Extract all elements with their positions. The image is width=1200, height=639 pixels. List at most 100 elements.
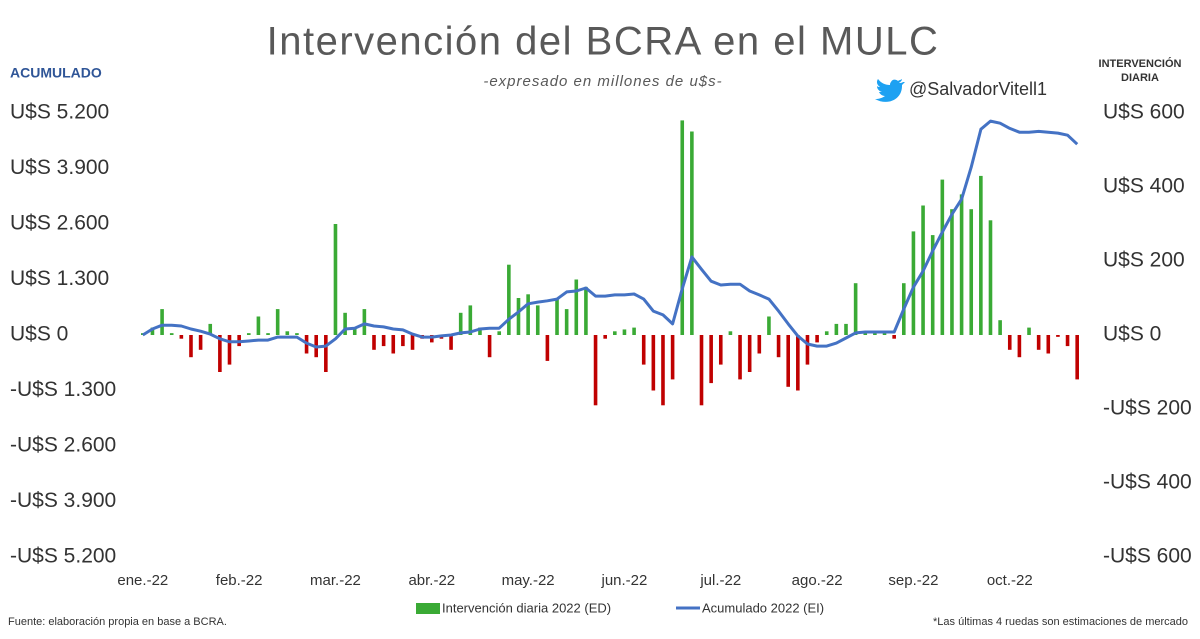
bar	[497, 331, 502, 335]
bar	[275, 309, 280, 335]
x-tick-label: ago.-22	[792, 572, 843, 589]
y2-tick-label: -U$S 600	[1103, 545, 1192, 568]
y2-tick-label: U$S 0	[1103, 323, 1161, 346]
bar	[863, 333, 868, 335]
bar	[266, 333, 270, 335]
bar	[699, 335, 704, 406]
bar	[478, 327, 482, 335]
y2-tick-label: -U$S 400	[1103, 471, 1192, 494]
bar	[372, 335, 376, 350]
bar	[776, 335, 781, 358]
bar	[1056, 335, 1060, 337]
bar	[988, 220, 993, 335]
y-tick-label: -U$S 2.600	[10, 434, 116, 457]
bar	[844, 323, 848, 335]
bar	[160, 309, 164, 335]
bar	[747, 335, 752, 372]
bar	[410, 335, 415, 350]
bar	[853, 283, 858, 335]
bar	[169, 333, 174, 335]
bar	[950, 209, 954, 335]
y2-tick-label: U$S 200	[1103, 249, 1185, 272]
y2-axis-label: INTERVENCIÓN	[1099, 57, 1182, 70]
twitter-icon	[875, 79, 905, 102]
bar	[805, 335, 810, 365]
bar	[767, 316, 771, 335]
bar	[468, 305, 473, 335]
bar	[507, 264, 511, 335]
bar	[892, 335, 896, 339]
source-note: Fuente: elaboración propia en base a BCR…	[8, 616, 227, 628]
bar	[670, 335, 675, 380]
bar	[343, 312, 347, 335]
bar	[429, 335, 434, 343]
bar	[1036, 335, 1041, 350]
chart-title: Intervención del BCRA en el MULC	[267, 20, 940, 64]
bar	[256, 316, 261, 335]
y-tick-label: U$S 0	[10, 323, 68, 346]
bar	[535, 305, 540, 335]
bar	[651, 335, 656, 391]
bar	[969, 209, 974, 335]
y-tick-label: -U$S 3.900	[10, 489, 116, 512]
bar	[757, 335, 762, 354]
bar	[959, 194, 964, 335]
bar	[381, 335, 386, 347]
bar	[998, 320, 1002, 335]
bar	[718, 335, 723, 365]
y2-tick-label: -U$S 200	[1103, 397, 1192, 420]
y2-tick-label: U$S 400	[1103, 175, 1185, 198]
bar	[824, 331, 829, 335]
bar	[1075, 335, 1079, 380]
bar	[487, 335, 492, 358]
bar	[526, 294, 530, 335]
bar	[641, 335, 646, 365]
bar	[873, 333, 877, 335]
bar	[198, 335, 203, 350]
bar	[584, 286, 588, 335]
bar	[940, 179, 945, 335]
bar	[179, 335, 184, 339]
bar	[218, 335, 222, 372]
y-tick-label: U$S 3.900	[10, 156, 109, 179]
bar	[449, 335, 453, 350]
bar	[815, 335, 819, 343]
x-tick-label: may.-22	[502, 572, 555, 589]
line	[142, 119, 1079, 349]
bar	[150, 327, 155, 335]
bar	[661, 335, 665, 406]
bar	[690, 131, 694, 335]
bar	[1007, 335, 1012, 350]
legend-label: Acumulado 2022 (EI)	[702, 600, 824, 615]
x-tick-label: sep.-22	[888, 572, 938, 589]
bar	[622, 329, 627, 335]
bar	[295, 333, 299, 335]
bar	[1046, 335, 1051, 354]
bar	[911, 231, 916, 335]
bar	[333, 224, 338, 335]
bar	[458, 312, 463, 335]
bar	[564, 309, 569, 335]
y2-axis-label: DIARIA	[1121, 72, 1159, 84]
bar	[516, 298, 521, 335]
x-tick-label: mar.-22	[310, 572, 361, 589]
bar	[613, 331, 617, 335]
bar	[786, 335, 791, 387]
x-tick-label: jun.-22	[601, 572, 648, 589]
bar	[1065, 335, 1070, 347]
x-tick-label: jul.-22	[699, 572, 741, 589]
bar	[324, 335, 328, 372]
bar	[555, 298, 559, 335]
bar	[208, 323, 213, 335]
bar	[246, 333, 251, 335]
bar	[1027, 327, 1031, 335]
bar	[738, 335, 742, 380]
bar	[796, 335, 800, 391]
bar	[391, 335, 396, 354]
y-tick-label: U$S 2.600	[10, 212, 109, 235]
bar	[979, 175, 983, 335]
y-tick-label: U$S 1.300	[10, 267, 109, 290]
bar	[1017, 335, 1022, 358]
footnote: *Las últimas 4 ruedas son estimaciones d…	[933, 616, 1188, 628]
